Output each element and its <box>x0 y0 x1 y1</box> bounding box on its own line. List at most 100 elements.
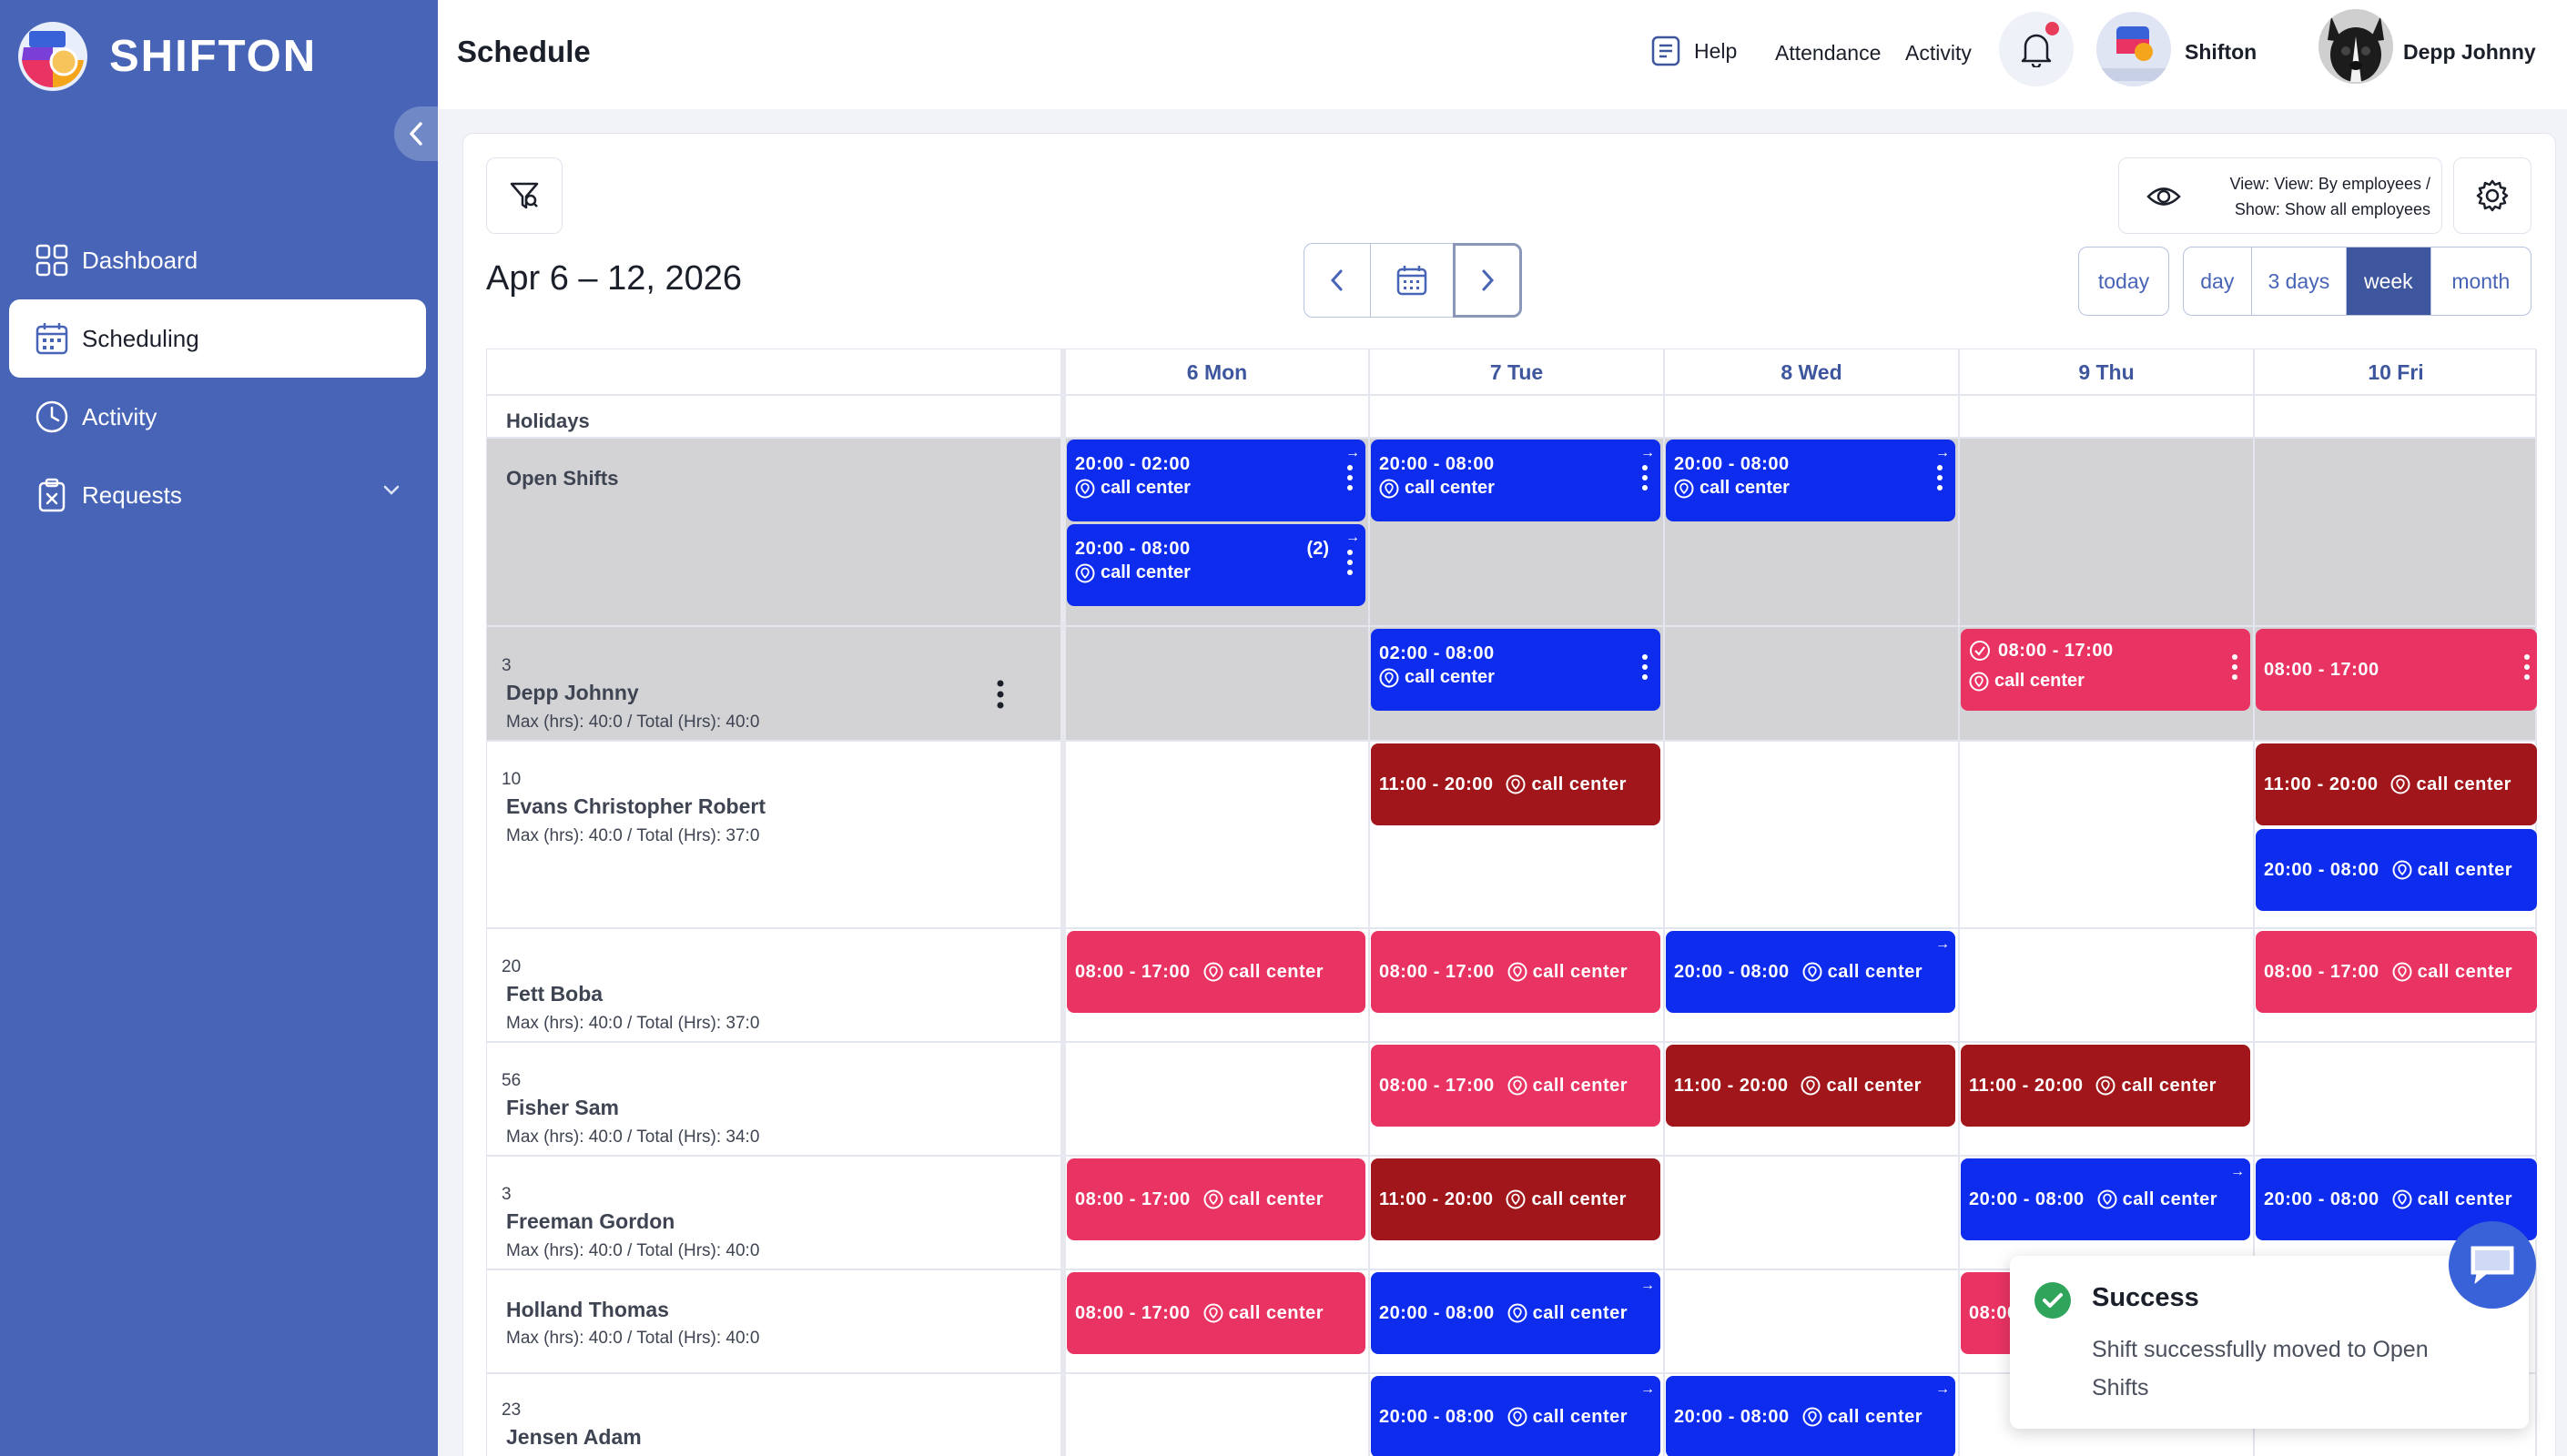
shift-card[interactable]: 11:00 - 20:00 call center <box>1961 1045 2250 1127</box>
user-name[interactable]: Depp Johnny <box>2403 40 2536 64</box>
clock-icon <box>36 400 68 433</box>
logo[interactable]: SHIFTON <box>16 20 317 93</box>
more-vertical-icon[interactable] <box>1347 550 1353 575</box>
arrow-icon: → <box>1935 1381 1950 1397</box>
help-link[interactable]: Help <box>1650 35 1737 67</box>
shift-card[interactable]: 08:00 - 17:00 call center <box>1371 1045 1660 1127</box>
shift-card[interactable]: 20:00 - 08:00 call center → <box>1666 1376 1955 1456</box>
shift-location: call center <box>1101 478 1191 498</box>
shift-time: 20:00 - 08:00 <box>1075 539 1191 559</box>
arrow-icon: → <box>1640 1381 1655 1397</box>
shift-location: call center <box>1228 961 1324 982</box>
shift-card[interactable]: 08:00 - 17:00 call center <box>1067 1272 1365 1354</box>
employee-hours: Max (hrs): 40:0 / Total (Hrs): 40:0 <box>506 1329 760 1348</box>
shift-card[interactable]: 11:00 - 20:00 call center <box>1371 1158 1660 1240</box>
collapse-sidebar-button[interactable] <box>394 106 438 161</box>
view-day-button[interactable]: day <box>2184 248 2252 315</box>
next-week-button[interactable] <box>1453 243 1522 318</box>
more-vertical-icon[interactable] <box>2524 654 2530 680</box>
day-header: 10 Fri <box>2368 359 2424 384</box>
arrow-icon: → <box>1345 530 1360 545</box>
toast-message: Shift successfully moved to Open Shifts <box>2092 1337 2429 1400</box>
shift-card[interactable]: 20:00 - 08:00 call center → <box>1371 440 1660 521</box>
user-avatar[interactable] <box>2318 9 2393 84</box>
attendance-link[interactable]: Attendance <box>1775 41 1882 65</box>
shift-card[interactable]: 08:00 - 17:00 call center <box>2256 931 2537 1013</box>
view-3days-button[interactable]: 3 days <box>2252 248 2348 315</box>
shift-card[interactable]: 20:00 - 08:00 call center <box>2256 829 2537 911</box>
employee-name: Fett Boba <box>506 982 604 1006</box>
sidebar-item-label: Activity <box>82 402 157 430</box>
location-pin-icon <box>1507 1076 1527 1096</box>
view-month-button[interactable]: month <box>2451 268 2511 293</box>
more-vertical-icon[interactable] <box>1642 465 1648 490</box>
shift-location: call center <box>2121 1075 2217 1096</box>
location-pin-icon <box>2390 774 2410 794</box>
success-toast[interactable]: Success Shift successfully moved to Open… <box>2010 1256 2529 1429</box>
today-label: today <box>2097 268 2150 293</box>
shift-time: 20:00 - 08:00 <box>1674 1406 1790 1427</box>
shift-location: call center <box>1994 671 2085 691</box>
previous-week-button[interactable] <box>1304 243 1371 318</box>
shift-time: 08:00 - 17:00 <box>1998 640 2114 661</box>
location-pin-icon <box>2392 962 2412 982</box>
date-picker-button[interactable] <box>1370 243 1454 318</box>
notifications-button[interactable] <box>1999 12 2074 86</box>
filter-button[interactable] <box>486 157 563 234</box>
shift-location: call center <box>2122 1188 2218 1209</box>
shift-card[interactable]: 08:00 - 17:00 call center <box>1371 931 1660 1013</box>
view-settings-button[interactable]: View: View: By employees / Show: Show al… <box>2118 157 2442 234</box>
company-name[interactable]: Shifton <box>2185 40 2258 64</box>
shift-count: (2) <box>1306 539 1329 559</box>
chat-button[interactable] <box>2449 1221 2536 1309</box>
shift-card[interactable]: 20:00 - 08:00 call center → <box>1666 440 1955 521</box>
gear-icon <box>2476 179 2509 212</box>
sidebar-item-scheduling[interactable]: Scheduling <box>9 299 426 378</box>
settings-button[interactable] <box>2453 157 2531 234</box>
location-pin-icon <box>1379 479 1399 498</box>
shift-time: 20:00 - 08:00 <box>1674 454 1790 474</box>
shift-card[interactable]: 11:00 - 20:00 call center <box>1666 1045 1955 1127</box>
more-vertical-icon[interactable] <box>1937 465 1943 490</box>
more-vertical-icon[interactable] <box>1642 654 1648 680</box>
shift-card[interactable]: 11:00 - 20:00 call center <box>2256 743 2537 825</box>
shift-card[interactable]: 20:00 - 08:00 call center → <box>1371 1376 1660 1456</box>
clipboard-icon <box>38 478 66 512</box>
view-switcher: day 3 days week month <box>2183 247 2531 316</box>
sidebar-item-dashboard[interactable]: Dashboard <box>9 221 426 299</box>
more-vertical-icon[interactable] <box>997 680 1004 709</box>
shift-card[interactable]: 20:00 - 08:00 call center → <box>1666 931 1955 1013</box>
shift-card[interactable]: 11:00 - 20:00 call center <box>1371 743 1660 825</box>
shift-card[interactable]: 20:00 - 08:00 call center → <box>1371 1272 1660 1354</box>
shift-time: 11:00 - 20:00 <box>1969 1075 2084 1096</box>
shift-card[interactable]: 20:00 - 02:00 call center → <box>1067 440 1365 521</box>
more-vertical-icon[interactable] <box>1347 465 1353 490</box>
activity-link[interactable]: Activity <box>1905 41 1972 65</box>
more-vertical-icon[interactable] <box>2232 654 2237 680</box>
employee-hours: Max (hrs): 40:0 / Total (Hrs): 37:0 <box>506 1014 760 1033</box>
shift-location: call center <box>1532 1406 1628 1427</box>
eye-icon <box>2146 187 2181 206</box>
shift-card[interactable]: 08:00 - 17:00 call center <box>1961 629 2250 711</box>
company-avatar[interactable] <box>2096 12 2171 86</box>
employee-number: 23 <box>502 1400 522 1420</box>
sidebar-item-activity[interactable]: Activity <box>9 378 426 456</box>
shift-card[interactable]: 08:00 - 17:00 call center <box>1067 931 1365 1013</box>
shift-card[interactable]: 20:00 - 08:00 call center → <box>1961 1158 2250 1240</box>
employee-number: 20 <box>502 957 522 976</box>
shift-card[interactable]: 20:00 - 08:00 (2) call center → <box>1067 524 1365 606</box>
location-pin-icon <box>1506 774 1526 794</box>
schedule-grid: 6 Mon 7 Tue 8 Wed 9 Thu 10 Fri Holidays … <box>486 349 2537 1456</box>
view-week-button[interactable]: week <box>2347 248 2431 315</box>
toast-title: Success <box>2092 1283 2199 1312</box>
shift-location: call center <box>1405 478 1495 498</box>
employee-name: Freeman Gordon <box>506 1209 675 1233</box>
sidebar-item-requests[interactable]: Requests <box>9 456 426 534</box>
location-pin-icon <box>1674 479 1694 498</box>
chat-bubble-icon <box>2471 1246 2514 1284</box>
today-button[interactable]: today <box>2078 247 2169 316</box>
shift-card[interactable]: 08:00 - 17:00 call center <box>1067 1158 1365 1240</box>
shift-card[interactable]: 02:00 - 08:00 call center <box>1371 629 1660 711</box>
check-circle-icon <box>2034 1282 2071 1319</box>
shift-card[interactable]: 08:00 - 17:00 <box>2256 629 2537 711</box>
